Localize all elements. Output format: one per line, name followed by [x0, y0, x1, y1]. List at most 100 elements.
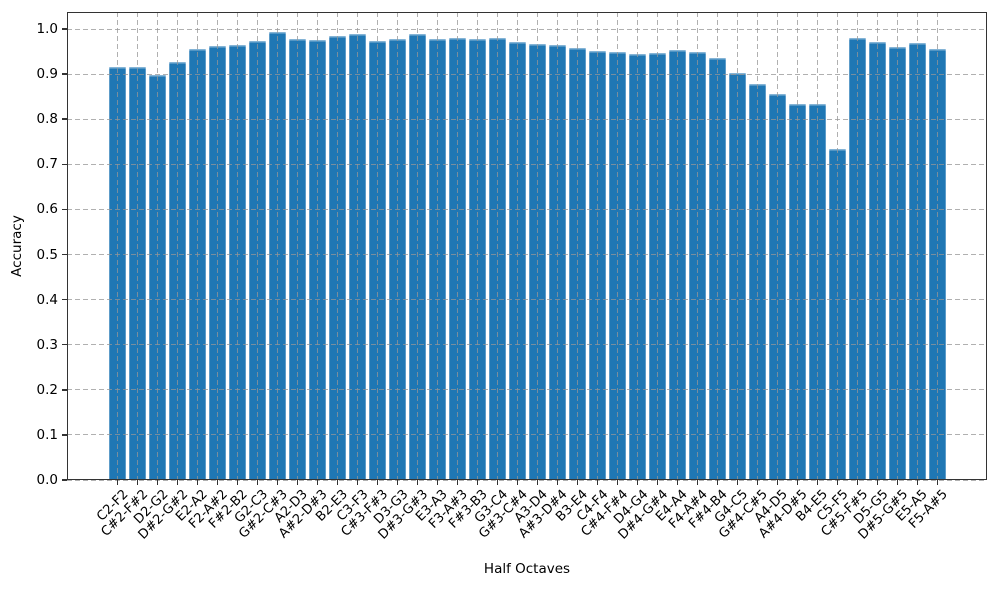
x-axis-title: Half Octaves	[483, 561, 571, 577]
v-gridline	[716, 12, 718, 480]
x-tick-mark	[916, 480, 919, 485]
h-gridline	[67, 299, 987, 301]
v-gridline	[216, 12, 218, 480]
v-gridline	[936, 12, 938, 480]
x-tick-mark	[776, 480, 779, 485]
x-tick-mark	[596, 480, 599, 485]
v-gridline	[436, 12, 438, 480]
x-tick-mark	[756, 480, 759, 485]
x-tick-mark	[616, 480, 619, 485]
x-tick-mark	[876, 480, 879, 485]
y-axis-title: Accuracy	[9, 215, 25, 277]
v-gridline	[256, 12, 258, 480]
h-gridline	[67, 344, 987, 346]
v-gridline	[316, 12, 318, 480]
v-gridline	[596, 12, 598, 480]
x-tick-mark	[316, 480, 319, 485]
y-tick-mark	[62, 298, 67, 301]
y-tick-mark	[62, 343, 67, 346]
y-tick-label-text: 0.0	[36, 472, 58, 488]
plot-area	[67, 12, 987, 481]
x-tick-mark	[856, 480, 859, 485]
x-tick-mark	[376, 480, 379, 485]
x-tick-mark	[576, 480, 579, 485]
v-gridline	[636, 12, 638, 480]
h-gridline	[67, 254, 987, 255]
y-tick-mark	[62, 389, 67, 391]
x-tick-mark	[416, 480, 419, 485]
x-tick-mark	[556, 480, 559, 485]
y-tick-label-text: 0.1	[36, 426, 58, 443]
v-gridline	[356, 12, 358, 480]
y-tick-mark	[62, 163, 67, 166]
h-gridline	[67, 479, 987, 481]
x-tick-mark	[336, 480, 339, 485]
y-tick-mark	[62, 208, 67, 211]
x-tick-mark	[936, 480, 939, 485]
v-gridline	[336, 12, 338, 480]
v-gridline	[496, 12, 498, 480]
y-tick-label-text: 0.4	[36, 291, 58, 308]
v-gridline	[676, 12, 678, 480]
v-gridline	[276, 12, 278, 480]
h-gridline	[67, 434, 987, 436]
x-tick-mark	[256, 480, 259, 485]
v-gridline	[456, 12, 458, 480]
y-tick-mark	[62, 28, 67, 30]
x-tick-mark	[816, 480, 819, 485]
y-tick-mark	[62, 118, 67, 120]
y-tick-label-text: 0.7	[36, 156, 58, 173]
v-gridline	[236, 12, 238, 480]
y-tick-label-text: 0.3	[36, 336, 58, 353]
x-tick-mark	[196, 480, 199, 485]
x-tick-mark	[176, 480, 179, 485]
y-tick-mark	[62, 434, 67, 436]
v-gridline	[376, 12, 378, 480]
v-gridline	[116, 12, 118, 480]
x-tick-mark	[436, 480, 439, 485]
v-gridline	[896, 12, 898, 480]
x-tick-mark	[456, 480, 459, 485]
x-tick-mark	[396, 480, 399, 485]
v-gridline	[476, 12, 478, 480]
v-gridline	[736, 12, 738, 480]
h-gridline	[67, 118, 987, 120]
h-gridline	[67, 389, 987, 391]
x-tick-mark	[896, 480, 899, 485]
x-tick-mark	[656, 480, 659, 485]
x-tick-mark	[676, 480, 679, 485]
x-tick-mark	[536, 480, 539, 485]
v-gridline	[536, 12, 538, 480]
v-gridline	[176, 12, 178, 480]
x-tick-mark	[476, 480, 479, 485]
x-tick-mark	[496, 480, 499, 485]
y-tick-mark	[62, 253, 67, 256]
y-tick-label-text: 0.2	[36, 381, 58, 398]
x-tick-mark	[836, 480, 839, 485]
y-tick-label-text: 1.0	[36, 21, 58, 37]
x-tick-mark	[696, 480, 699, 485]
v-gridline	[556, 12, 558, 480]
v-gridline	[156, 12, 158, 480]
x-tick-mark	[276, 480, 279, 485]
v-gridline	[696, 12, 698, 480]
y-tick-label-text: 0.5	[36, 246, 58, 263]
v-gridline	[916, 12, 918, 480]
v-gridline	[876, 12, 878, 480]
x-tick-mark	[356, 480, 359, 485]
x-tick-mark	[636, 480, 639, 485]
v-gridline	[616, 12, 618, 480]
h-gridline	[67, 28, 987, 30]
x-tick-mark	[116, 480, 119, 485]
v-gridline	[296, 12, 298, 480]
y-tick-label-text: 0.6	[36, 201, 58, 218]
v-gridline	[196, 12, 198, 480]
v-gridline	[816, 12, 818, 480]
x-tick-mark	[236, 480, 239, 485]
x-tick-mark	[736, 480, 739, 485]
x-tick-mark	[796, 480, 799, 485]
h-gridline	[67, 73, 987, 75]
x-tick-mark	[156, 480, 159, 485]
x-tick-mark	[296, 480, 299, 485]
